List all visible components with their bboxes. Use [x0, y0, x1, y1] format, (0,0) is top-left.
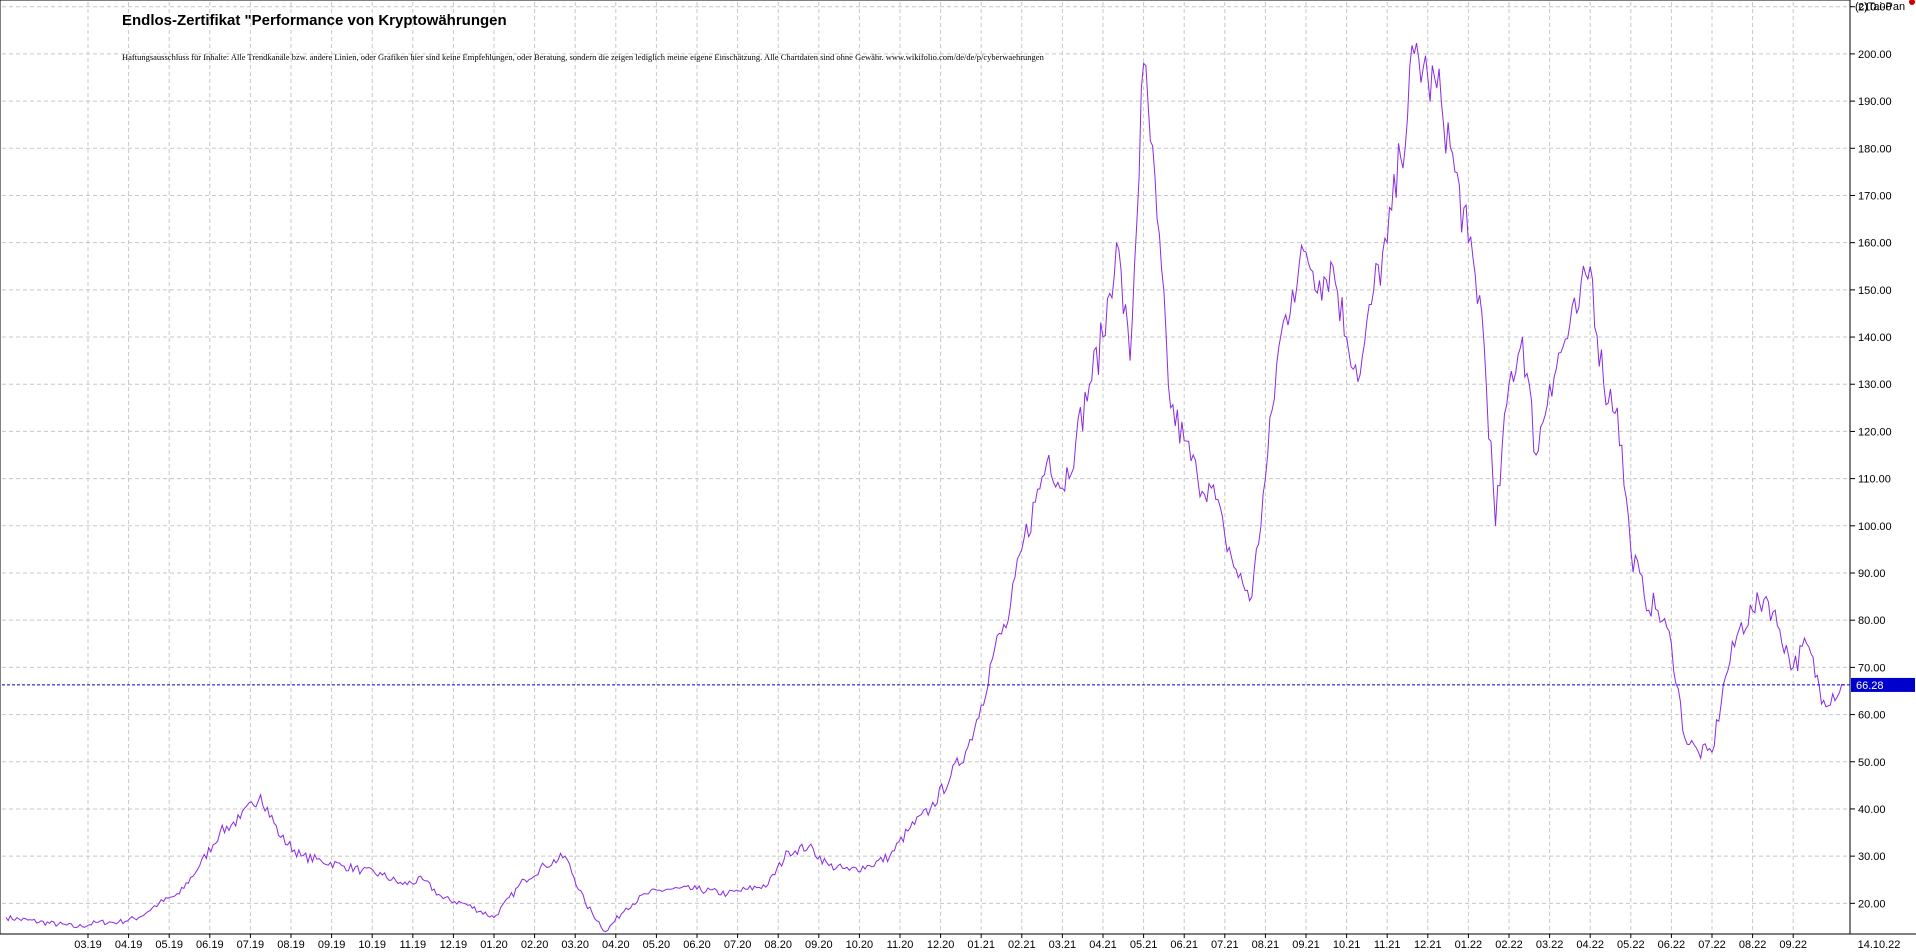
y-tick-label: 70.00: [1858, 662, 1886, 674]
y-axis-tick-labels: 20.00 30.00 40.00 50.00 60.00 70.00 80.00 90.00…: [1858, 2, 1892, 911]
x-tick-label: 02.22: [1495, 939, 1523, 951]
x-tick-label: 06.19: [196, 939, 224, 951]
x-tick-label: 07.21: [1211, 939, 1239, 951]
y-tick-label: 170.00: [1858, 190, 1892, 202]
x-tick-label: 03.22: [1536, 939, 1564, 951]
x-tick-label: 07.19: [237, 939, 265, 951]
x-tick-label: 11.19: [399, 939, 426, 951]
last-value-label: 66.28: [1856, 680, 1884, 692]
x-tick-label: 09.20: [805, 939, 833, 951]
x-tick-label: 10.21: [1333, 939, 1361, 951]
x-tick-label: 05.21: [1130, 939, 1158, 951]
x-tick-label: 06.22: [1658, 939, 1686, 951]
x-tick-label: 07.22: [1698, 939, 1726, 951]
y-tick-label: 110.00: [1858, 474, 1891, 486]
y-tick-label: 210.00: [1858, 2, 1892, 14]
x-tick-label: 11.20: [887, 939, 914, 951]
y-tick-label: 60.00: [1858, 710, 1886, 722]
y-tick-label: 90.00: [1858, 568, 1886, 580]
x-tick-label: 08.19: [277, 939, 305, 951]
x-tick-label: 12.21: [1414, 939, 1442, 951]
x-tick-label: 06.21: [1170, 939, 1198, 951]
x-tick-label: 01.21: [967, 939, 995, 951]
x-tick-label: 04.20: [602, 939, 630, 951]
y-tick-label: 160.00: [1858, 238, 1892, 250]
y-tick-label: 120.00: [1858, 426, 1892, 438]
x-tick-label: 08.22: [1739, 939, 1767, 951]
x-tick-label: 03.21: [1049, 939, 1077, 951]
series-line-group: [5, 43, 1845, 933]
x-tick-label: 02.21: [1008, 939, 1036, 951]
x-tick-label: 08.20: [764, 939, 792, 951]
y-tick-label: 200.00: [1858, 49, 1892, 61]
y-tick-label: 190.00: [1858, 96, 1892, 108]
x-tick-label: 04.21: [1089, 939, 1117, 951]
corner-marker: [1909, 0, 1915, 5]
y-tick-label: 130.00: [1858, 379, 1892, 391]
x-tick-label: 09.21: [1292, 939, 1320, 951]
last-value-badge: [1851, 677, 1915, 692]
chart-title: Endlos-Zertifikat "Performance von Krypt…: [122, 12, 507, 29]
x-tick-label: 08.21: [1252, 939, 1280, 951]
y-tick-label: 50.00: [1858, 757, 1886, 769]
x-tick-label: 03.20: [561, 939, 589, 951]
disclaimer-text: Haftungsausschluss für Inhalte: Alle Tre…: [122, 52, 1044, 62]
y-tick-label: 140.00: [1858, 332, 1892, 344]
x-tick-label: 12.19: [440, 939, 468, 951]
series-line: [5, 43, 1845, 933]
x-tick-label: 09.22: [1779, 939, 1807, 951]
x-tick-label: 05.20: [643, 939, 671, 951]
x-tick-label: 07.20: [724, 939, 752, 951]
y-tick-label: 20.00: [1858, 898, 1886, 910]
x-tick-label: 03.19: [74, 939, 102, 951]
x-end-date-label: 14.10.22: [1858, 939, 1901, 951]
x-tick-label: 05.22: [1617, 939, 1645, 951]
x-tick-label: 05.19: [155, 939, 183, 951]
x-tick-label: 01.22: [1455, 939, 1483, 951]
last-value-marker: 66.28: [2, 677, 1915, 692]
y-tick-label: 100.00: [1858, 521, 1892, 533]
x-tick-label: 12.20: [927, 939, 955, 951]
x-tick-label: 11.21: [1374, 939, 1401, 951]
x-tick-label: 10.19: [358, 939, 386, 951]
x-tick-label: 10.20: [846, 939, 874, 951]
x-tick-label: 04.19: [115, 939, 143, 951]
y-tick-label: 40.00: [1858, 804, 1886, 816]
grid-lines: [2, 2, 1850, 934]
x-tick-label: 06.20: [683, 939, 711, 951]
y-tick-label: 150.00: [1858, 285, 1892, 297]
x-axis-tick-labels: 03.19 04.19 05.19 06.19 07.19 08.19 09.19 10.19…: [74, 939, 1900, 951]
x-tick-label: 09.19: [318, 939, 346, 951]
y-tick-label: 180.00: [1858, 143, 1892, 155]
x-tick-label: 01.20: [480, 939, 508, 951]
x-tick-label: 02.20: [521, 939, 549, 951]
copyright-label: (c)Tai-Pan: [1855, 1, 1906, 13]
y-tick-label: 30.00: [1858, 851, 1886, 863]
y-tick-label: 80.00: [1858, 615, 1886, 627]
x-tick-label: 04.22: [1576, 939, 1604, 951]
